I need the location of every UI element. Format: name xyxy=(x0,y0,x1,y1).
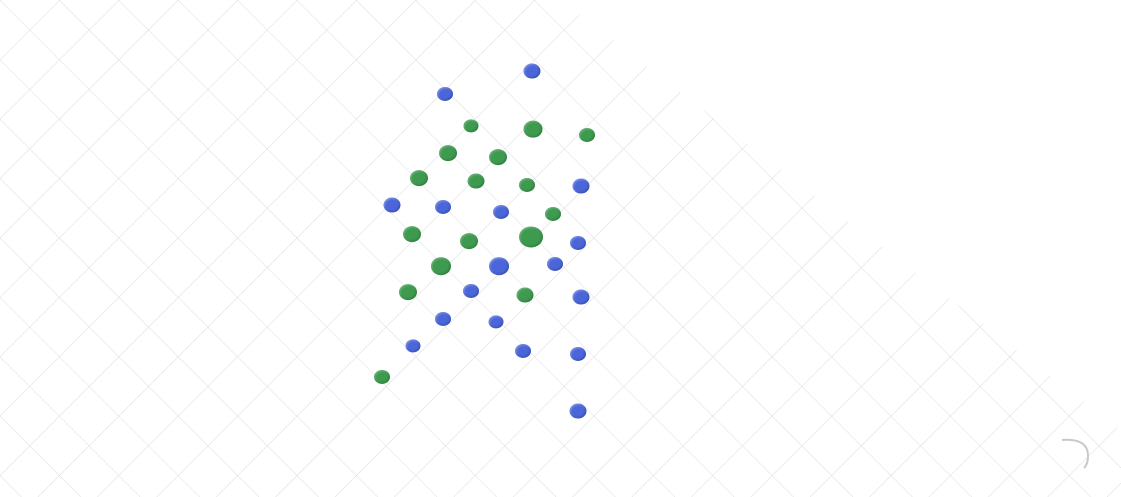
green-dot xyxy=(489,149,507,165)
blue-dot xyxy=(383,197,401,213)
green-dot xyxy=(519,226,543,248)
green-dot xyxy=(579,127,595,143)
green-dot xyxy=(523,120,543,138)
green-dot xyxy=(467,173,485,189)
blue-dot xyxy=(405,339,421,353)
green-dot xyxy=(463,119,479,133)
blue-dot xyxy=(570,235,586,251)
green-dot xyxy=(439,145,457,161)
blue-dot xyxy=(572,289,590,305)
blue-dot xyxy=(435,311,451,327)
blue-dot xyxy=(493,204,509,220)
blue-dot xyxy=(489,257,509,275)
green-dot xyxy=(431,257,451,275)
blue-dot xyxy=(515,343,531,359)
blue-dot xyxy=(570,346,586,362)
blue-dot xyxy=(437,86,453,102)
blue-dot xyxy=(435,199,451,215)
green-dot xyxy=(399,284,417,300)
green-dot xyxy=(516,287,534,303)
green-dot xyxy=(460,233,478,249)
blue-dot xyxy=(569,403,587,419)
green-dot xyxy=(410,170,428,186)
blue-dot xyxy=(523,63,541,79)
blue-dot xyxy=(463,283,479,299)
green-dot xyxy=(545,206,561,222)
green-dot xyxy=(403,226,421,242)
green-dot xyxy=(519,177,535,193)
green-dot xyxy=(374,369,390,385)
blue-dot xyxy=(572,178,590,194)
blue-dot xyxy=(488,315,504,329)
blue-dot xyxy=(547,256,563,272)
paper-corner-curl xyxy=(1061,438,1090,469)
